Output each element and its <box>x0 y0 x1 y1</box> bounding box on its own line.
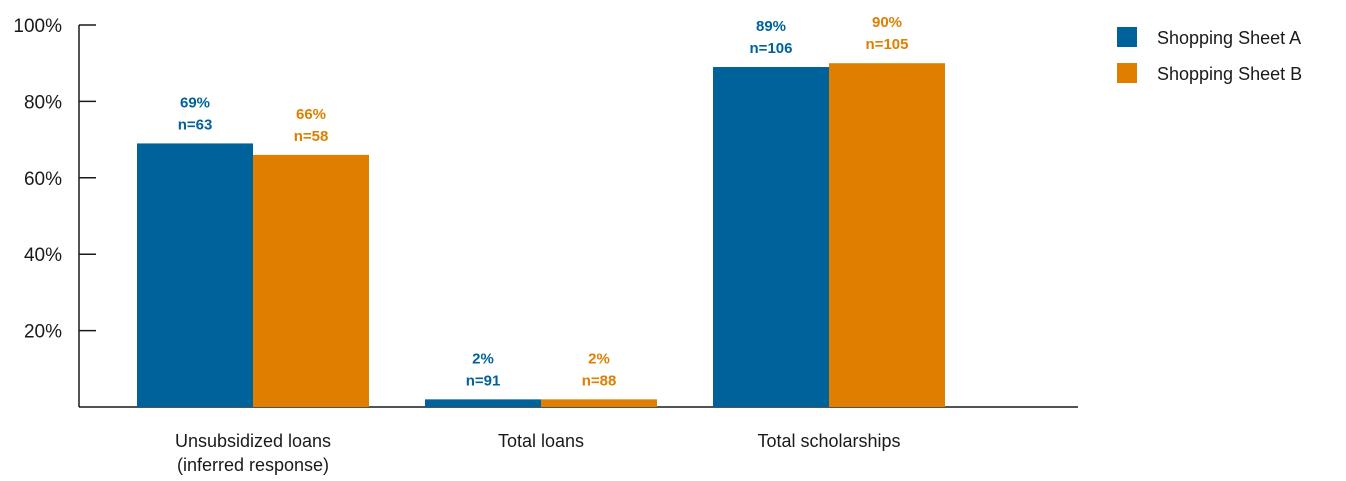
data-label-percent: 69% <box>180 94 210 111</box>
data-label-n: n=63 <box>178 116 213 133</box>
data-labels: 69% n=63 2% n=91 89% n=106 66% n=58 2% n=88 90% n=1… <box>178 14 909 389</box>
data-label-n: n=88 <box>582 372 617 389</box>
y-tick-label: 80% <box>24 92 62 113</box>
data-label-percent: 90% <box>872 14 902 31</box>
legend-entry-label: Shopping Sheet A <box>1157 28 1301 48</box>
bar <box>713 67 829 408</box>
y-tick-label: 40% <box>24 245 62 266</box>
data-label-percent: 89% <box>756 18 786 35</box>
data-label-percent: 2% <box>472 350 494 367</box>
data-label-n: n=105 <box>866 36 909 53</box>
y-tick-label: 100% <box>13 16 62 37</box>
bar <box>541 399 657 407</box>
y-axis-ticks: 20% 40% 60% 80% 100% <box>13 16 96 343</box>
y-tick-label: 20% <box>24 322 62 343</box>
data-label-n: n=106 <box>750 40 793 57</box>
legend-swatch <box>1117 27 1137 47</box>
y-tick-label: 60% <box>24 169 62 190</box>
bar <box>253 154 369 407</box>
data-label-n: n=91 <box>466 372 501 389</box>
category-labels: Unsubsidized loans (inferred response) Tot… <box>175 431 901 475</box>
bar <box>137 143 253 408</box>
category-label: (inferred response) <box>177 455 329 475</box>
data-label-percent: 2% <box>588 350 610 367</box>
data-label-n: n=58 <box>294 128 329 145</box>
data-label-percent: 66% <box>296 106 326 123</box>
bar <box>829 63 945 407</box>
bar-series <box>137 63 945 408</box>
legend-swatch <box>1117 63 1137 83</box>
legend-entry-label: Shopping Sheet B <box>1157 64 1302 84</box>
category-label: Total scholarships <box>757 431 900 451</box>
legend: Shopping Sheet A Shopping Sheet B <box>1117 27 1302 84</box>
bar <box>425 399 541 407</box>
category-label: Unsubsidized loans <box>175 431 331 451</box>
category-label: Total loans <box>498 431 584 451</box>
